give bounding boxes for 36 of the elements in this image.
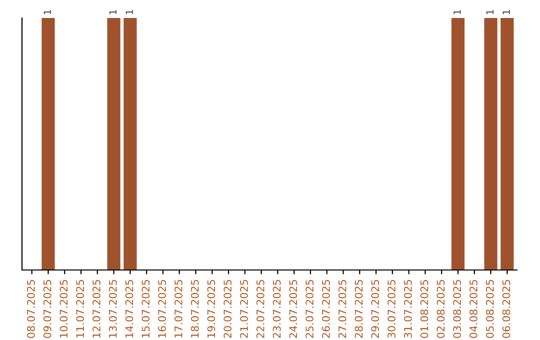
x-tick-label: 19.07.2025 bbox=[207, 280, 216, 338]
x-tick-label: 28.07.2025 bbox=[354, 280, 363, 338]
x-tick-label: 10.07.2025 bbox=[60, 280, 68, 338]
x-tick-label: 05.08.2025 bbox=[486, 280, 494, 338]
data-label: 1 bbox=[126, 10, 133, 14]
x-tick-label: 06.08.2025 bbox=[502, 280, 510, 338]
data-label: 1 bbox=[109, 10, 116, 14]
x-tick-label: 24.07.2025 bbox=[289, 280, 298, 338]
x-tick-label: 30.07.2025 bbox=[388, 280, 396, 338]
x-tick-label: 20.07.2025 bbox=[224, 280, 232, 338]
x-tick-label: 01.08.2025 bbox=[420, 280, 428, 338]
x-tick-label: 03.08.2025 bbox=[453, 280, 462, 338]
x-tick-label: 13.07.2025 bbox=[108, 280, 117, 338]
x-tick-label: 17.07.2025 bbox=[174, 280, 182, 338]
x-tick-label: 26.07.2025 bbox=[322, 280, 330, 338]
x-tick-label: 22.07.2025 bbox=[256, 280, 264, 338]
x-tick-label: 14.07.2025 bbox=[125, 280, 134, 338]
x-tick-label: 12.07.2025 bbox=[92, 280, 100, 338]
data-label: 1 bbox=[486, 10, 494, 14]
x-tick-label: 23.07.2025 bbox=[272, 280, 281, 338]
x-tick-label: 18.07.2025 bbox=[190, 280, 199, 338]
x-tick-label: 09.07.2025 bbox=[43, 280, 52, 338]
x-tick-label: 31.07.2025 bbox=[404, 280, 412, 338]
x-tick-label: 15.07.2025 bbox=[142, 280, 150, 338]
x-tick-label: 21.07.2025 bbox=[240, 280, 248, 338]
x-tick-label: 08.07.2025 bbox=[26, 280, 35, 338]
x-tick-label: 27.07.2025 bbox=[338, 280, 346, 338]
x-tick-label: 16.07.2025 bbox=[158, 280, 166, 338]
x-tick-label: 02.08.2025 bbox=[436, 280, 445, 338]
x-tick-label: 25.07.2025 bbox=[306, 280, 314, 338]
data-label: 1 bbox=[502, 10, 510, 14]
x-tick-label: 11.07.2025 bbox=[76, 280, 84, 338]
x-tick-label: 04.08.2025 bbox=[470, 280, 478, 338]
data-label: 1 bbox=[454, 10, 461, 14]
data-label: 1 bbox=[44, 10, 51, 14]
x-tick-label: 29.07.2025 bbox=[371, 280, 380, 338]
